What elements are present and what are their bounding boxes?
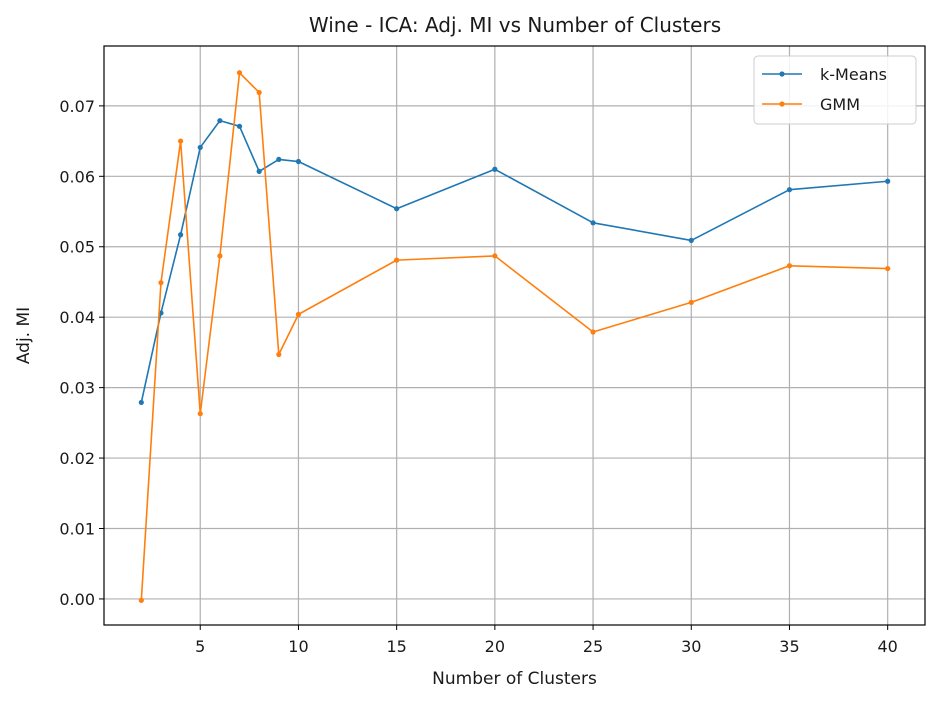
data-point-k-means (492, 166, 498, 172)
data-point-gmm (276, 351, 282, 358)
data-point-k-means (786, 187, 793, 193)
y-tick-label: 0.05 (59, 238, 95, 257)
x-tick-label: 35 (779, 637, 799, 656)
axes: 5 10 15 20 25 30 35 40 0.00 0.01 0.02 0.03 0.04 0.05 0… (59, 97, 897, 656)
series-layer (138, 70, 891, 603)
legend-frame (753, 55, 917, 125)
data-point-k-means (276, 156, 282, 163)
data-point-k-means (590, 220, 596, 226)
data-point-gmm (590, 329, 596, 335)
y-axis-label: Adj. MI (14, 307, 34, 364)
legend-label-gmm: GMM (820, 95, 860, 114)
x-tick-label: 30 (681, 637, 701, 656)
y-tick-label: 0.07 (59, 97, 95, 116)
data-point-gmm (236, 70, 243, 76)
y-tick-label: 0.02 (59, 449, 95, 468)
data-point-k-means (394, 206, 400, 212)
data-point-gmm (786, 263, 793, 269)
data-point-k-means (885, 178, 891, 184)
y-tick-label: 0.04 (59, 308, 95, 327)
x-tick-label: 5 (195, 637, 205, 656)
data-point-gmm (394, 257, 400, 263)
data-point-gmm (138, 597, 144, 603)
legend-marker-k-means (779, 71, 785, 77)
x-tick-label: 15 (386, 637, 406, 656)
series-line-k-means (140, 119, 888, 403)
y-tick-label: 0.01 (59, 520, 95, 539)
legend-label-k-means: k-Means (820, 65, 887, 84)
x-axis-label: Number of Clusters (432, 669, 597, 689)
data-point-gmm (295, 311, 302, 317)
data-point-gmm (158, 280, 164, 286)
x-tick-label: 25 (583, 637, 603, 656)
legend: k-Means GMM (753, 55, 917, 125)
series-k-means (138, 118, 891, 406)
data-point-gmm (217, 253, 223, 259)
data-point-k-means (178, 232, 184, 238)
x-tick-label: 20 (485, 637, 505, 656)
y-tick-label: 0.00 (59, 590, 95, 609)
plot-frame (103, 45, 926, 626)
data-point-k-means (688, 237, 694, 244)
legend-marker-gmm (779, 101, 785, 107)
data-point-gmm (197, 411, 203, 417)
x-tick-label: 10 (288, 637, 308, 656)
data-point-k-means (197, 144, 203, 151)
data-point-k-means (295, 158, 302, 165)
data-point-k-means (236, 123, 243, 129)
x-tick-label: 40 (878, 637, 898, 656)
data-point-gmm (178, 138, 184, 144)
y-tick-label: 0.03 (59, 379, 95, 398)
data-point-k-means (138, 399, 144, 406)
data-point-gmm (688, 299, 694, 305)
series-line-gmm (140, 71, 888, 601)
data-point-gmm (885, 265, 891, 272)
data-point-k-means (217, 118, 223, 124)
y-tick-label: 0.06 (59, 167, 95, 186)
chart-title: Wine - ICA: Adj. MI vs Number of Cluster… (309, 13, 721, 37)
grid (104, 46, 925, 625)
data-point-gmm (492, 253, 498, 259)
series-gmm (138, 70, 891, 603)
data-point-k-means (256, 168, 262, 174)
data-point-gmm (256, 89, 262, 96)
